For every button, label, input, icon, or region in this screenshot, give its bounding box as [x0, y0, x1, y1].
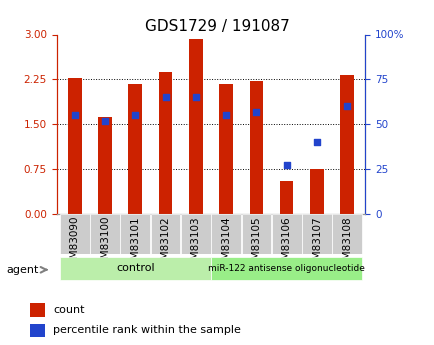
Text: count: count	[53, 305, 84, 315]
Text: GSM83102: GSM83102	[160, 216, 170, 273]
Bar	[332, 214, 361, 254]
Bar	[68, 78, 81, 214]
Bar	[60, 257, 210, 280]
Text: GSM83107: GSM83107	[311, 216, 321, 273]
Bar	[241, 214, 271, 254]
Bar	[150, 214, 180, 254]
Bar	[302, 214, 331, 254]
Bar	[128, 83, 142, 214]
Point	[162, 95, 169, 100]
Bar	[30, 304, 45, 317]
Text: GSM83090: GSM83090	[69, 216, 79, 273]
Text: GSM83101: GSM83101	[130, 216, 140, 273]
Bar	[158, 71, 172, 214]
Text: GSM83108: GSM83108	[342, 216, 352, 273]
Point	[343, 104, 350, 109]
Bar	[279, 181, 293, 214]
Text: GSM83105: GSM83105	[251, 216, 261, 273]
Point	[252, 109, 259, 115]
Bar	[211, 214, 240, 254]
Bar	[60, 214, 89, 254]
Point	[101, 118, 108, 124]
Point	[71, 112, 78, 118]
Text: GSM83103: GSM83103	[191, 216, 201, 273]
Bar	[249, 81, 263, 214]
Bar	[271, 214, 301, 254]
Bar	[189, 39, 202, 214]
Text: GSM83104: GSM83104	[220, 216, 230, 273]
Bar	[211, 257, 361, 280]
Text: miR-122 antisense oligonucleotide: miR-122 antisense oligonucleotide	[208, 264, 364, 273]
Bar	[340, 75, 353, 214]
Point	[283, 163, 289, 168]
Point	[222, 112, 229, 118]
Text: percentile rank within the sample: percentile rank within the sample	[53, 325, 240, 335]
Bar	[181, 214, 210, 254]
Bar	[30, 324, 45, 337]
Point	[132, 112, 138, 118]
Text: GSM83106: GSM83106	[281, 216, 291, 273]
Text: GDS1729 / 191087: GDS1729 / 191087	[145, 19, 289, 34]
Point	[192, 95, 199, 100]
Bar	[120, 214, 150, 254]
Bar	[98, 117, 112, 214]
Text: control: control	[116, 263, 154, 273]
Text: agent: agent	[7, 265, 39, 275]
Bar	[309, 169, 323, 214]
Bar	[219, 83, 232, 214]
Text: GSM83100: GSM83100	[100, 216, 110, 273]
Point	[313, 139, 320, 145]
Bar	[90, 214, 119, 254]
